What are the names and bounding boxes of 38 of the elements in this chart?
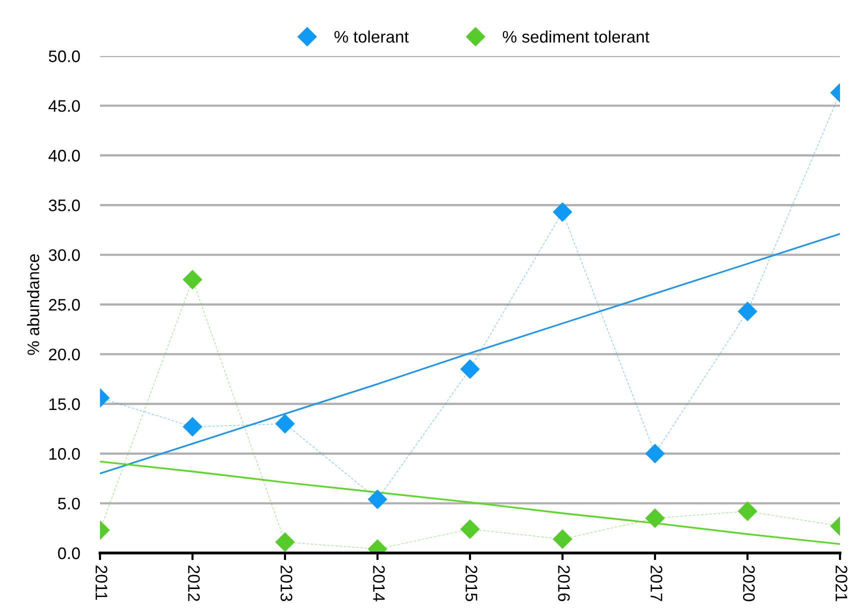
point [738,502,758,521]
point [182,417,202,436]
x-tick-label: 2011 [96,566,108,600]
point [275,414,295,434]
y-tick-label: 25.0 [48,298,80,311]
point [645,508,665,528]
point [552,530,572,549]
point [368,490,388,509]
y-tick-label: 50.0 [48,50,80,62]
y-tick-label: 30.0 [48,249,80,262]
x-tick-label: 2015 [466,566,478,602]
x-tick-label: 2021 [836,566,848,602]
y-tick-label: 20.0 [48,348,80,360]
point [460,360,480,379]
x-tick-label: 2020 [743,566,755,602]
point [552,202,572,222]
y-tick-label: 15.0 [49,398,80,410]
y-tick-label: 5.0 [58,498,80,510]
point [182,270,202,290]
y-tick-label: 10.0 [49,448,80,460]
x-tick-label: 2017 [650,566,662,602]
legend-label: % tolerant [334,30,409,43]
y-tick-label: 35.0 [48,200,80,212]
x-tick-label: 2016 [558,566,570,602]
point [460,520,480,539]
x-tick-label: 2013 [280,566,292,602]
x-tick-label: 2012 [188,566,200,602]
line-series [100,233,840,474]
y-tick-label: 0.0 [58,547,80,560]
y-tick-label: 45.0 [48,100,80,112]
point [738,302,758,321]
legend-label: % sediment tolerant [502,30,650,43]
point [275,532,295,552]
y-tick-label: 40.0 [48,150,80,162]
point [645,444,665,464]
x-tick-label: 2014 [373,566,385,602]
line-series [100,460,840,545]
y-axis-title: % abundance [27,254,40,355]
